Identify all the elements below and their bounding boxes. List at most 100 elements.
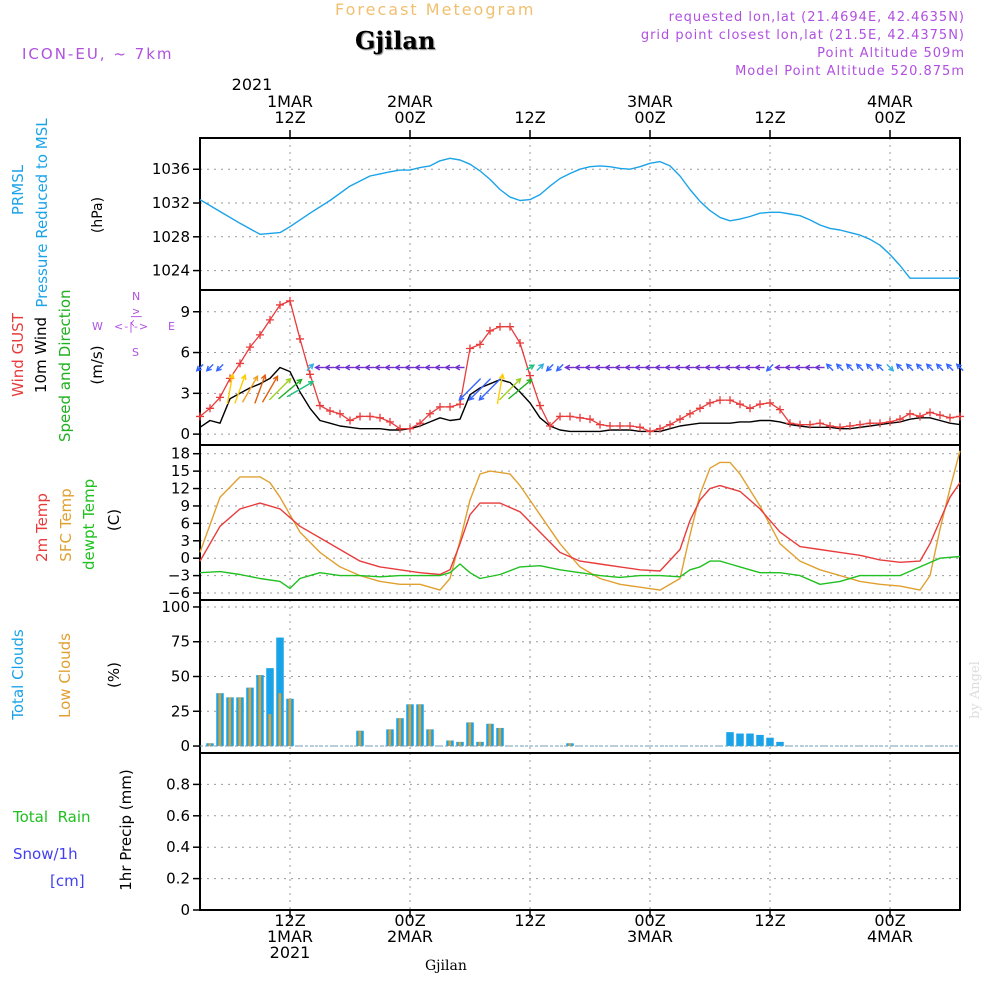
low-cloud-bar bbox=[238, 697, 242, 747]
wind-arrow-shaft bbox=[836, 363, 844, 372]
bottom-time-label: 12Z bbox=[730, 913, 810, 962]
wind-arrow-head bbox=[478, 394, 485, 401]
wind-arrow-shaft bbox=[536, 363, 544, 372]
wind-arrow-head bbox=[260, 373, 267, 381]
wind-arrow-head bbox=[855, 363, 862, 370]
bottom-time-label-line: 00Z bbox=[874, 911, 906, 930]
top-time-label: 4MAR 00Z bbox=[850, 94, 930, 127]
wind-gust-marker bbox=[856, 420, 864, 429]
wind-direction-arrow bbox=[261, 374, 279, 403]
wind-arrow-head bbox=[664, 364, 671, 371]
pressure-label-2: Pressure Reduced to MSL bbox=[33, 118, 51, 308]
wind-arrow-head bbox=[825, 363, 832, 370]
top-time-label-line: 12Z bbox=[274, 108, 306, 127]
wind-direction-arrow bbox=[478, 378, 502, 401]
wind-direction-arrow bbox=[394, 364, 405, 371]
low-cloud-bar bbox=[398, 718, 402, 747]
wind-direction-arrow bbox=[674, 364, 685, 371]
wind-gust-marker bbox=[286, 296, 294, 305]
temp-dewpt-line bbox=[199, 555, 961, 590]
wind-direction-arrow bbox=[825, 363, 834, 372]
low-cloud-bar bbox=[418, 704, 422, 747]
wind-direction-arrow bbox=[334, 364, 345, 371]
bottom-time-label-line: 1MAR bbox=[266, 927, 314, 946]
wind-arrow-head bbox=[774, 364, 781, 371]
y-tick-label: 1024 bbox=[152, 262, 190, 280]
wind-arrow-head bbox=[314, 364, 321, 371]
wind-arrow-head bbox=[344, 364, 351, 371]
bottom-time-label-line: 2MAR bbox=[386, 927, 434, 946]
low-cloud-bar bbox=[228, 697, 232, 747]
wind-arrow-head bbox=[724, 364, 731, 371]
wind-direction-arrow bbox=[935, 363, 944, 372]
wind-arrow-head bbox=[945, 363, 952, 370]
panel-0-grid: 1024 1028 1032 1036 bbox=[152, 138, 960, 290]
wind-gust-marker bbox=[436, 402, 444, 411]
wind-direction-arrow bbox=[205, 363, 214, 372]
wind-direction-arrow bbox=[384, 364, 395, 371]
wind-direction-arrow bbox=[634, 364, 645, 371]
wind-direction-arrow bbox=[195, 363, 204, 372]
y-tick-label: 3 bbox=[180, 384, 190, 402]
wind-arrow-head bbox=[624, 364, 631, 371]
wind-direction-arrow bbox=[584, 364, 595, 371]
top-time-label-line: 2MAR bbox=[386, 92, 434, 111]
wind-arrow-head bbox=[654, 364, 661, 371]
wind-arrow-shaft bbox=[876, 363, 884, 372]
wind-arrow-head bbox=[674, 364, 681, 371]
bottom-time-label-line bbox=[490, 946, 570, 962]
y-tick-label: 0.6 bbox=[166, 807, 190, 825]
top-year-label: 2021 bbox=[231, 75, 273, 94]
wind-gust-marker bbox=[366, 412, 374, 421]
wind-arrow-shaft bbox=[458, 378, 482, 401]
wind-arrow-head bbox=[215, 365, 222, 372]
wind-direction-arrow bbox=[835, 363, 844, 372]
wind-gust-marker bbox=[266, 315, 274, 324]
wind-direction-arrow bbox=[865, 363, 874, 372]
wind-gust-marker bbox=[726, 396, 734, 405]
wind-direction-arrow bbox=[734, 364, 745, 371]
wind-arrow-shaft bbox=[216, 363, 224, 372]
low-cloud-bar bbox=[218, 693, 222, 747]
wind-arrow-head bbox=[684, 364, 691, 371]
wind-arrow-head bbox=[454, 364, 461, 371]
wind-arrow-head bbox=[384, 364, 391, 371]
wind-arrow-head bbox=[865, 363, 872, 370]
wind-arrow-shaft bbox=[226, 374, 234, 405]
wind-gust-marker bbox=[576, 413, 584, 422]
wind-direction-arrow bbox=[694, 364, 705, 371]
wind-gust-marker bbox=[596, 420, 604, 429]
wind-arrow-head bbox=[404, 364, 411, 371]
wind-gust-marker bbox=[926, 408, 934, 417]
wind-gust-marker bbox=[716, 396, 724, 405]
low-cloud-bar bbox=[358, 730, 362, 747]
wind-gust-marker bbox=[426, 409, 434, 418]
wind-gust-marker bbox=[646, 427, 654, 436]
wind-gust-marker bbox=[756, 400, 764, 409]
wind-gust-marker bbox=[936, 411, 944, 420]
top-time-label-line: 3MAR bbox=[626, 92, 674, 111]
wind-direction-arrow bbox=[536, 363, 545, 372]
wind-direction-arrow bbox=[434, 364, 445, 371]
total-cloud-bar bbox=[736, 733, 744, 747]
wind-direction-arrow bbox=[845, 363, 854, 372]
y-tick-label: 75 bbox=[171, 633, 190, 651]
wind-direction-arrow bbox=[754, 364, 765, 371]
snow-unit-legend: [cm] bbox=[50, 872, 85, 890]
wind-arrow-head bbox=[228, 373, 235, 380]
compass-we-arrows: <-|-> bbox=[114, 320, 150, 333]
wind-gust-marker bbox=[616, 421, 624, 430]
wind-direction-arrow bbox=[508, 378, 533, 400]
wind-direction-arrow bbox=[498, 377, 522, 401]
wind-direction-arrow bbox=[234, 373, 247, 404]
wind-arrow-head bbox=[526, 378, 533, 385]
wind-direction-arrow bbox=[664, 364, 675, 371]
wind-direction-arrow bbox=[404, 364, 415, 371]
wind-gust-marker bbox=[496, 322, 504, 331]
wind-arrow-head bbox=[458, 394, 465, 401]
wind-arrow-head bbox=[614, 364, 621, 371]
wind-gust-marker bbox=[456, 400, 464, 409]
wind-arrow-head bbox=[835, 363, 842, 370]
bottom-time-label-line: 3MAR bbox=[626, 927, 674, 946]
wind-gust-line bbox=[199, 300, 961, 433]
